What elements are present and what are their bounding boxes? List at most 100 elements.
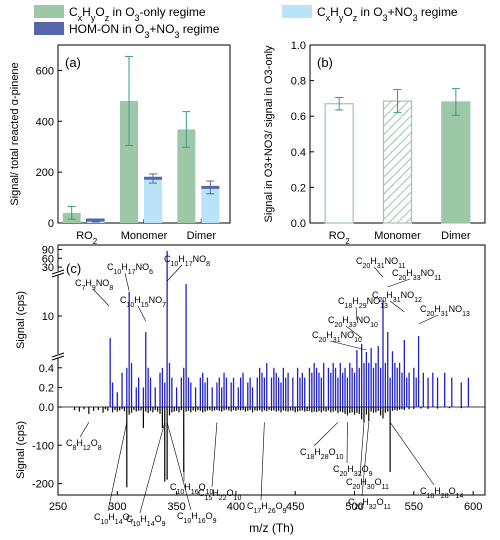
- panel-a: 0 200 400 600 RO2 Monomer Dimer (a) Signal/ tota…: [9, 44, 231, 246]
- panel-a-ytick-label: 0: [48, 218, 54, 230]
- annotation-top-pointer: [355, 306, 358, 321]
- axis-break-mark: [51, 269, 65, 275]
- panel-b-ytick-label: 1.0: [291, 40, 306, 52]
- axis-break-mask: [52, 271, 64, 275]
- panel-b-ylabel: Signal in O3+NO3/ signal in O3-only: [263, 45, 275, 223]
- annotation-bottom-label: C20H32O11: [348, 497, 391, 511]
- panel-b-bar: [382, 100, 413, 224]
- annotation-bottom-pointer: [361, 422, 370, 497]
- axis-break-mask: [52, 354, 64, 358]
- panel-a-bar-o3: [120, 100, 138, 223]
- annotation-top-pointer: [373, 266, 384, 278]
- panel-c-frame: [57, 244, 486, 496]
- panel-c-xtick-label: 550: [405, 501, 423, 513]
- panel-c-ytick-label: -200: [32, 479, 54, 491]
- panel-c-xtick-label: 500: [345, 501, 363, 513]
- panel-c-ytick-label: 0.2: [39, 382, 54, 394]
- legend-swatch-hom: [34, 22, 64, 35]
- annotation-top-pointer: [137, 305, 147, 322]
- annotation-bottom-label: C17H26O9: [247, 501, 287, 515]
- legend-label-o3: CxHyOz in O3-only regime: [69, 5, 206, 23]
- axis-break-mark: [51, 355, 65, 361]
- annotation-top-pointer: [387, 278, 411, 288]
- panel-b-bar: [441, 101, 471, 224]
- panel-b-ytick-label: 0.4: [291, 147, 306, 159]
- panel-b-ytick-label: 0.6: [291, 111, 306, 123]
- legend-swatch-no3: [282, 5, 312, 18]
- annotation-bottom-pointer: [359, 422, 365, 477]
- legend: CxHyOz in O3-only regime CxHyOz in O3+NO3…: [34, 5, 458, 40]
- axis-break-mark: [51, 272, 65, 278]
- panel-c-xtick-label: 400: [227, 501, 245, 513]
- annotation-top-label: C20H31NO10: [312, 330, 362, 344]
- panel-c-xtick-label: 250: [49, 501, 67, 513]
- panel-a-bar-no3: [201, 187, 220, 223]
- annotation-bottom-pointer: [211, 422, 218, 488]
- panel-b-tag: (b): [317, 55, 333, 70]
- annotation-bottom-label: C20H30O11: [346, 477, 389, 491]
- annotation-top-label: C20H31NO12: [372, 290, 422, 304]
- panel-c-xlabel: m/z (Th): [249, 521, 294, 535]
- legend-label-hom: HOM-ON in O3+NO3 regime: [69, 22, 220, 40]
- annotation-top-label: C18H29NO13: [338, 296, 388, 310]
- panel-c-ytick-label: -100: [32, 440, 54, 452]
- panel-a-tag: (a): [65, 55, 81, 70]
- annotation-bottom-label: C10H14O7: [94, 512, 134, 526]
- annotation-bottom-pointer: [313, 422, 339, 447]
- annotation-top-label: C20H33NO11: [392, 268, 441, 282]
- panel-c-ytick-label: 30: [42, 262, 54, 274]
- annotation-top-label: C20H31NO13: [420, 304, 470, 318]
- annotation-bottom-pointer: [389, 422, 435, 486]
- panel-b: 0.0 0.2 0.4 0.6 0.8 1.0 RO2 Monomer Dimer (b) Sign…: [263, 40, 486, 246]
- panel-c-ytick-label: 0.4: [39, 363, 54, 375]
- annotation-bottom-pointer: [79, 422, 90, 438]
- panel-a-xtick-label: Monomer: [121, 230, 168, 242]
- panel-a-ytick-label: 400: [36, 116, 54, 128]
- annotation-bottom-label: C15H22O10: [198, 488, 242, 502]
- annotation-top-pointer: [124, 272, 130, 292]
- annotation-top-label: C20H33NO10: [328, 315, 378, 329]
- panel-c-tag: (c): [66, 261, 81, 276]
- panel-c-ylabel-bottom: Signal (cps): [15, 421, 27, 479]
- panel-c-ytick-label: 60: [42, 253, 54, 265]
- panel-c-xtick-label: 300: [108, 501, 126, 513]
- annotation-bottom-label: C10H16O10: [170, 482, 214, 496]
- annotation-bottom-pointer: [139, 422, 166, 514]
- panel-b-bar: [324, 103, 354, 224]
- annotation-bottom-label: C18H28O10: [300, 447, 344, 461]
- annotation-top-pointer: [329, 340, 367, 351]
- annotation-bottom-label: C8H12O8: [66, 438, 102, 452]
- panel-b-ytick-label: 0.8: [291, 76, 306, 88]
- annotation-bottom-pointer: [166, 422, 192, 511]
- axis-break-mark: [51, 352, 65, 358]
- legend-label-no3: CxHyOz in O3+NO3 regime: [317, 5, 458, 23]
- panel-a-bar-o3: [177, 129, 196, 223]
- annotation-bottom-pointer: [107, 422, 128, 512]
- annotation-bottom-pointer: [260, 422, 265, 501]
- annotation-top-pointer: [345, 325, 362, 339]
- legend-swatch-o3: [34, 5, 64, 18]
- panel-c-xtick-label: 600: [464, 501, 482, 513]
- annotation-top-label: C10H17NO6: [107, 262, 153, 276]
- annotation-top-pointer: [92, 288, 110, 307]
- annotation-bottom-label: C18H28O14: [420, 486, 464, 500]
- panel-c-xtick-label: 350: [167, 501, 185, 513]
- annotation-top-label: C7H9NO8: [75, 278, 113, 292]
- panel-a-ylabel: Signal/ total reacted α-pinene: [9, 62, 21, 205]
- annotation-bottom-label: C20H32O9: [333, 464, 373, 478]
- panel-b-xtick-label: RO2: [329, 230, 351, 246]
- panel-a-bar-no3: [144, 178, 162, 223]
- annotation-top-label: C10H15NO7: [120, 295, 166, 309]
- annotation-bottom-label: C10H16O9: [177, 511, 217, 525]
- panel-c-ylabel-top: Signal (cps): [15, 291, 27, 349]
- annotation-top-label: C10H17NO8: [164, 254, 210, 268]
- panel-c-ytick-label: 0.0: [39, 402, 54, 414]
- panel-b-ytick-label: 0.0: [291, 218, 306, 230]
- panel-b-xtick-label: Monomer: [374, 230, 421, 242]
- panel-c-ytick-label: 10: [42, 311, 54, 323]
- panel-a-xtick-label: RO2: [76, 230, 98, 246]
- panel-b-ytick-label: 0.2: [291, 182, 306, 194]
- panel-a-ytick-label: 600: [36, 65, 54, 77]
